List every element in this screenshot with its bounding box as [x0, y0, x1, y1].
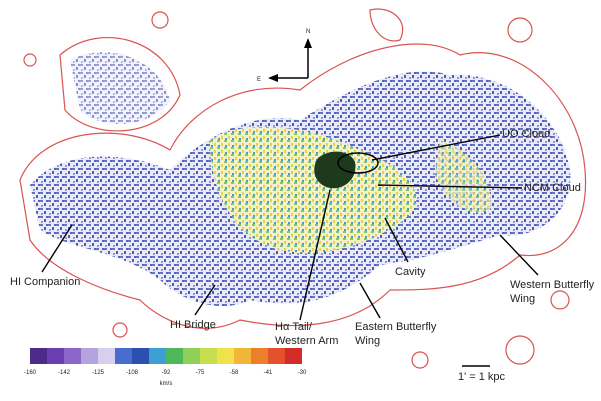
annotation-line: NCM Cloud — [524, 182, 581, 194]
colorbar: -160 -142 -125 -108 -92 -75 -58 -41 -30 km/s — [24, 348, 307, 387]
annotation: NCM Cloud — [524, 182, 581, 194]
colorbar-cell — [30, 348, 47, 364]
colorbar-cell — [251, 348, 268, 364]
colorbar-tick: -30 — [298, 370, 307, 376]
annotation: HI Bridge — [170, 319, 216, 331]
annotation-line: Hα Tail/ — [275, 321, 313, 333]
annotation: Eastern Butterfly Wing — [355, 321, 437, 347]
colorbar-unit: km/s — [160, 381, 173, 387]
colorbar-tick: -142 — [58, 370, 71, 376]
colorbar-cell — [115, 348, 132, 364]
colorbar-cell — [234, 348, 251, 364]
compass-east: E — [257, 77, 261, 83]
annotation-line: Cavity — [395, 266, 426, 278]
colorbar-cell — [166, 348, 183, 364]
annotation-line: HI Bridge — [170, 319, 216, 331]
colorbar-tick: -75 — [196, 370, 205, 376]
colorbar-cell — [47, 348, 64, 364]
annotation-line: HI Companion — [10, 276, 80, 288]
annotation-line: Western Arm — [275, 335, 338, 347]
annotation: HI Companion — [10, 276, 80, 288]
annotation-line: UO Cloud — [502, 128, 550, 140]
annotation: Western Butterfly Wing — [510, 279, 595, 305]
colorbar-tick: -58 — [230, 370, 239, 376]
annotation: Hα Tail/Western Arm — [275, 321, 338, 347]
compass-north: N — [306, 29, 310, 35]
annotation-line: Wing — [510, 293, 535, 305]
map — [20, 9, 586, 368]
annotation-line: Wing — [355, 335, 380, 347]
colorbar-cell — [268, 348, 285, 364]
colorbar-cell — [285, 348, 302, 364]
colorbar-tick: -160 — [24, 370, 37, 376]
colorbar-cell — [81, 348, 98, 364]
compass — [268, 38, 312, 82]
annotation-line: Eastern Butterfly — [355, 321, 437, 333]
annotation-line: Western Butterfly — [510, 279, 595, 291]
colorbar-cell — [217, 348, 234, 364]
colorbar-tick: -108 — [126, 370, 139, 376]
figure: N E 1' = 1 kpc -160 -142 -125 -108 -92 -75 -58… — [0, 0, 601, 401]
annotation: Cavity — [395, 266, 426, 278]
colorbar-cell — [98, 348, 115, 364]
colorbar-tick: -125 — [92, 370, 105, 376]
colorbar-cell — [183, 348, 200, 364]
scale-bar-label: 1' = 1 kpc — [458, 371, 506, 383]
colorbar-tick: -92 — [162, 370, 171, 376]
colorbar-cell — [149, 348, 166, 364]
colorbar-cell — [132, 348, 149, 364]
annotation: UO Cloud — [502, 128, 550, 140]
colorbar-tick: -41 — [264, 370, 273, 376]
colorbar-cell — [200, 348, 217, 364]
colorbar-cell — [64, 348, 81, 364]
